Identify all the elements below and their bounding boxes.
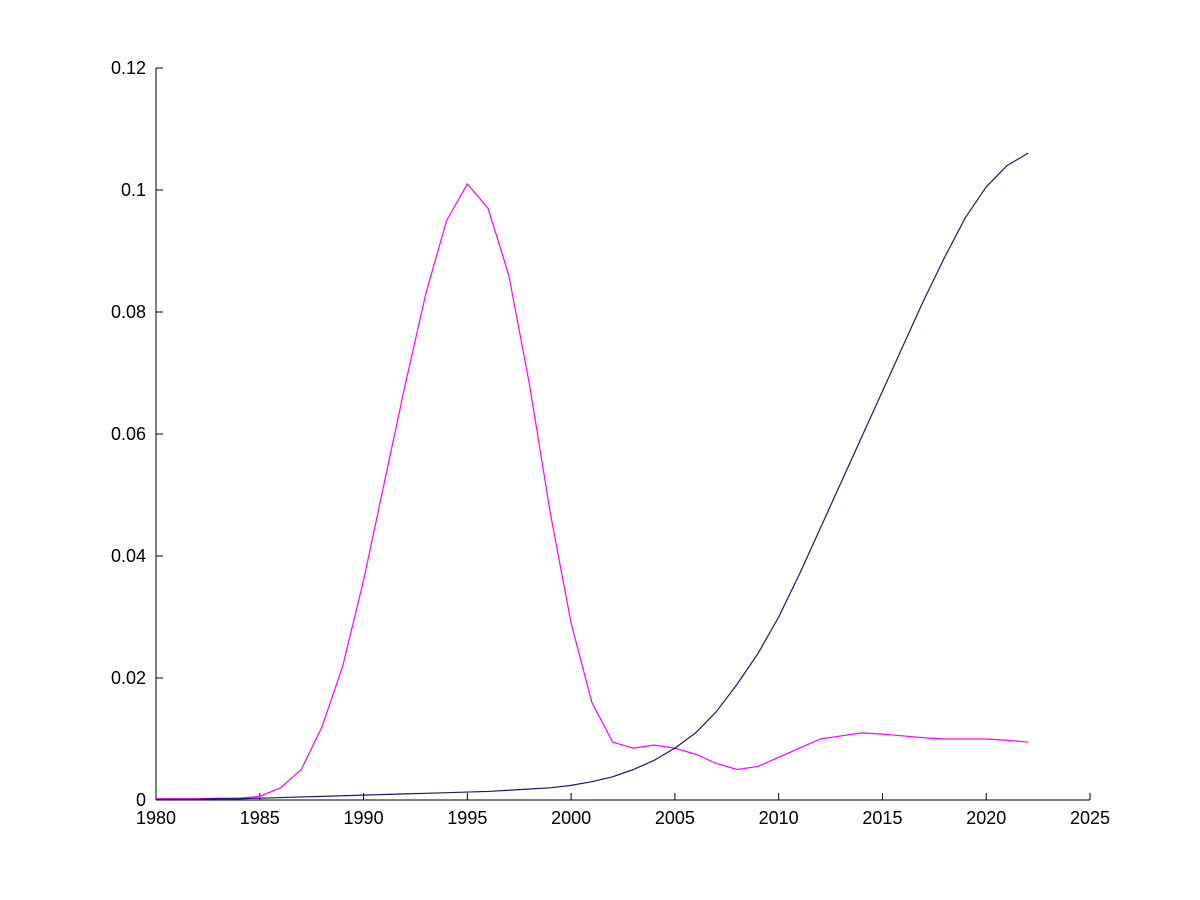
y-tick-label: 0.06 xyxy=(111,424,146,444)
y-tick-label: 0.04 xyxy=(111,546,146,566)
x-tick-label: 1985 xyxy=(240,808,280,828)
y-tick-label: 0.08 xyxy=(111,302,146,322)
x-tick-label: 1995 xyxy=(447,808,487,828)
magenta-series-line xyxy=(155,183,1029,800)
x-tick-label: 2020 xyxy=(966,808,1006,828)
x-tick-label: 1990 xyxy=(344,808,384,828)
y-tick-label: 0.12 xyxy=(111,58,146,78)
y-tick-label: 0.02 xyxy=(111,668,146,688)
navy-series-line xyxy=(155,152,1029,800)
x-tick-label: 2015 xyxy=(862,808,902,828)
x-tick-label: 2000 xyxy=(551,808,591,828)
y-tick-label: 0.1 xyxy=(121,180,146,200)
x-tick-label: 2025 xyxy=(1070,808,1110,828)
y-tick-label: 0 xyxy=(136,790,146,810)
x-tick-label: 1980 xyxy=(136,808,176,828)
x-tick-label: 2005 xyxy=(655,808,695,828)
x-tick-label: 2010 xyxy=(759,808,799,828)
